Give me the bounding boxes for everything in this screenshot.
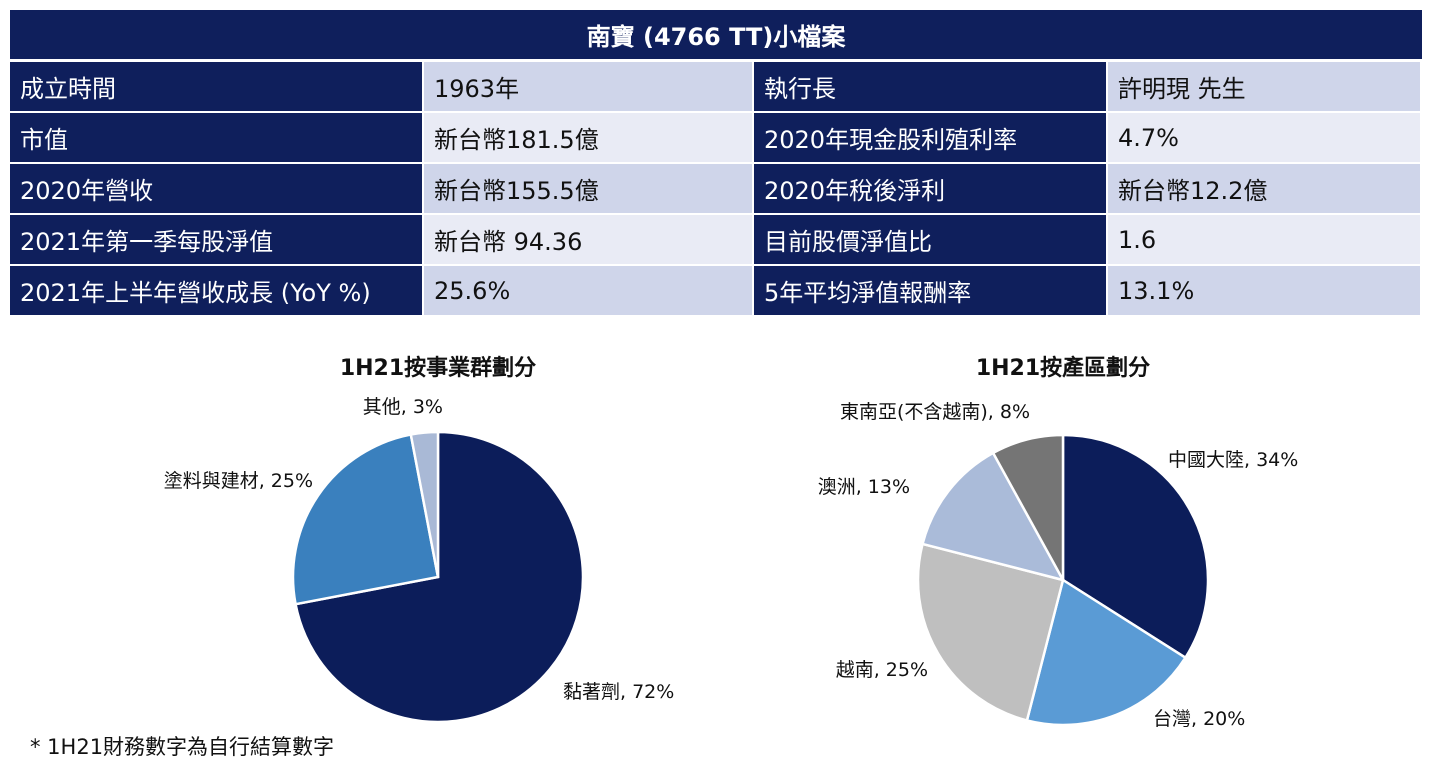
profile-label: 2020年稅後淨利: [754, 164, 1106, 213]
profile-label: 5年平均淨值報酬率: [754, 266, 1106, 315]
profile-value: 25.6%: [424, 266, 752, 315]
profile-value: 1963年: [424, 62, 752, 111]
footnote: * 1H21財務數字為自行結算數字: [30, 735, 335, 759]
profile-value: 許明現 先生: [1108, 62, 1420, 111]
profile-label: 成立時間: [10, 62, 422, 111]
profile-value: 新台幣181.5億: [424, 113, 752, 162]
profile-label: 2021年上半年營收成長 (YoY %): [10, 266, 422, 315]
profile-title: 南寶 (4766 TT)小檔案: [10, 10, 1422, 59]
pie-slice: [921, 451, 1066, 582]
profile-row: 2021年上半年營收成長 (YoY %) 25.6% 5年平均淨值報酬率 13.…: [10, 266, 1422, 315]
company-profile-table: 南寶 (4766 TT)小檔案 成立時間 1963年 執行長 許明現 先生 市值…: [10, 10, 1422, 317]
profile-label: 2020年現金股利殖利率: [754, 113, 1106, 162]
slice-label: 黏著劑, 72%: [563, 681, 674, 703]
profile-value: 1.6: [1108, 215, 1420, 264]
slice-label: 中國大陸, 34%: [1168, 449, 1298, 471]
slice-label: 東南亞(不含越南), 8%: [840, 401, 1030, 423]
business-segment-chart-title: 1H21按事業群劃分: [339, 356, 537, 381]
slice-label: 塗料與建材, 25%: [164, 469, 313, 492]
profile-value: 新台幣12.2億: [1108, 164, 1420, 213]
profile-label: 目前股價淨值比: [754, 215, 1106, 264]
profile-label: 市值: [10, 113, 422, 162]
profile-row: 市值 新台幣181.5億 2020年現金股利殖利率 4.7%: [10, 113, 1422, 162]
pie-slice: [1025, 578, 1188, 727]
profile-row: 2020年營收 新台幣155.5億 2020年稅後淨利 新台幣12.2億: [10, 164, 1422, 213]
slice-label: 越南, 25%: [836, 659, 928, 681]
profile-label: 執行長: [754, 62, 1106, 111]
profile-row: 2021年第一季每股淨值 新台幣 94.36 目前股價淨值比 1.6: [10, 215, 1422, 264]
profile-label: 2021年第一季每股淨值: [10, 215, 422, 264]
slice-label: 澳洲, 13%: [818, 476, 910, 498]
slice-label: 台灣, 20%: [1153, 708, 1245, 730]
profile-value: 4.7%: [1108, 113, 1420, 162]
pie-slice: [916, 542, 1065, 722]
pie-slice: [991, 433, 1065, 581]
profile-value: 新台幣 94.36: [424, 215, 752, 264]
slice-label: 其他, 3%: [363, 396, 443, 418]
profile-row: 成立時間 1963年 執行長 許明現 先生: [10, 62, 1422, 111]
profile-value: 13.1%: [1108, 266, 1420, 315]
profile-label: 2020年營收: [10, 164, 422, 213]
region-chart-title: 1H21按產區劃分: [975, 356, 1151, 381]
profile-value: 新台幣155.5億: [424, 164, 752, 213]
pie-slice: [294, 430, 585, 724]
pie-slice: [409, 430, 440, 578]
pie-slice: [291, 433, 440, 606]
